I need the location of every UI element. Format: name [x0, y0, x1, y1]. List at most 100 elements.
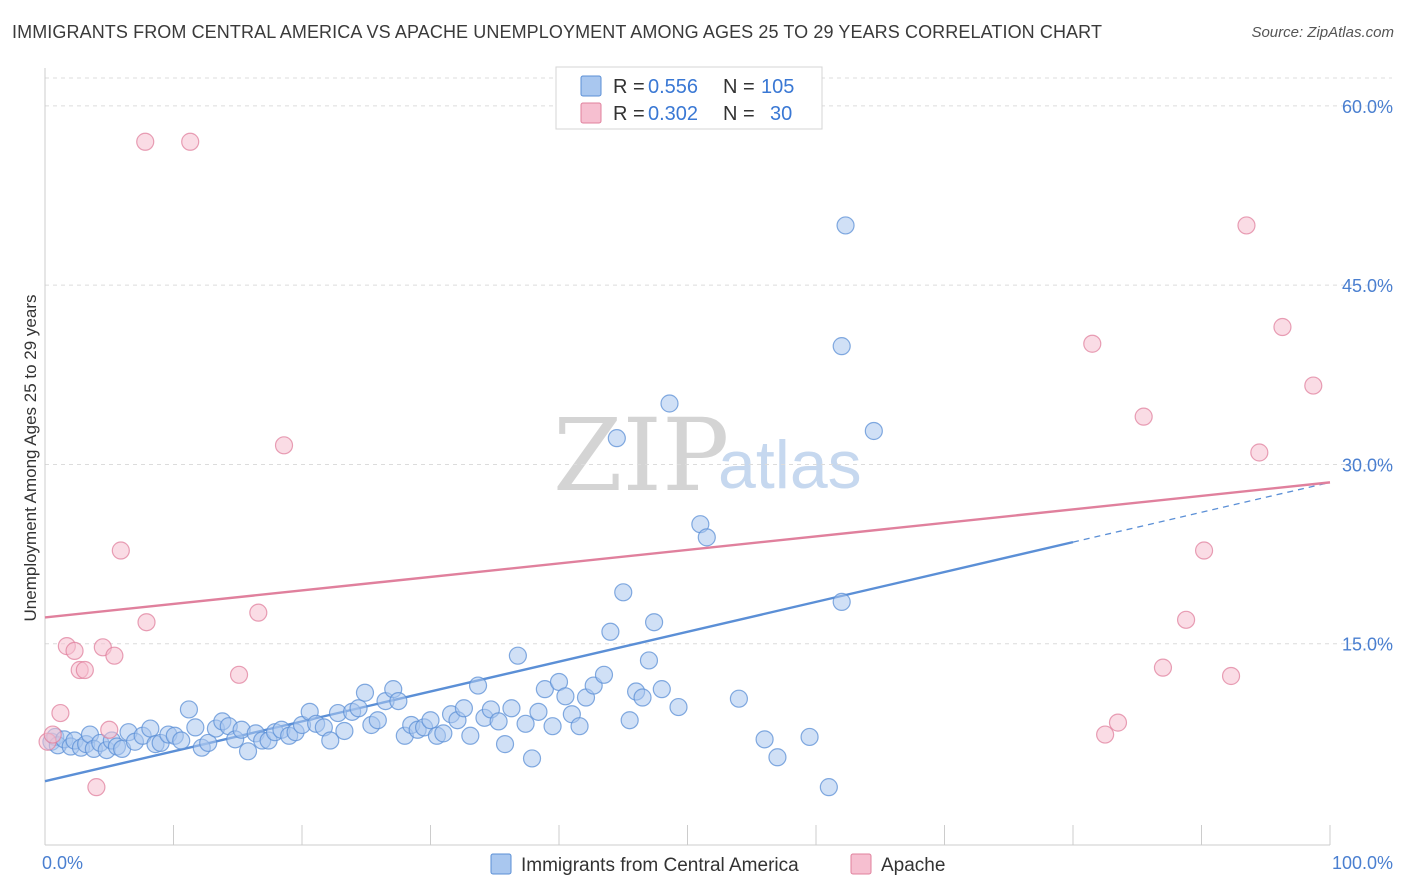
legend-box: R = 0.556 N = 105 R = 0.302 N = 30 — [555, 66, 823, 130]
legend-r-value: 0.556 — [648, 76, 698, 98]
point-apache — [274, 436, 294, 455]
point-apache — [1237, 216, 1256, 235]
point-apache — [105, 646, 124, 665]
point-immigrants — [755, 730, 774, 749]
point-immigrants — [522, 749, 542, 768]
point-immigrants — [355, 683, 375, 702]
point-apache — [229, 665, 249, 684]
source-credit: Source: ZipAtlas.com — [1251, 24, 1394, 41]
legend-swatch-pink — [580, 102, 602, 124]
point-immigrants — [607, 429, 626, 448]
point-immigrants — [768, 748, 787, 767]
grid-lines — [45, 77, 1392, 645]
point-immigrants — [454, 699, 474, 718]
point-apache — [181, 132, 200, 151]
point-immigrants — [502, 699, 521, 718]
point-immigrants — [238, 742, 258, 761]
point-apache — [1134, 407, 1153, 426]
point-apache — [1250, 443, 1269, 462]
watermark-zip: ZIP — [553, 397, 729, 514]
point-apache — [65, 641, 84, 660]
point-apache — [87, 778, 106, 797]
point-immigrants — [199, 733, 218, 753]
y-tick-label: 15.0% — [1342, 635, 1393, 655]
point-apache — [111, 541, 130, 560]
bottom-legend-swatch-blue — [490, 853, 512, 875]
legend-r-label: R = — [613, 103, 645, 125]
point-apache — [1194, 541, 1214, 560]
point-apache — [1176, 610, 1196, 629]
point-immigrants — [614, 583, 633, 602]
bottom-legend-label-apache: Apache — [881, 855, 945, 876]
data-points — [38, 106, 1323, 797]
point-immigrants — [535, 680, 554, 699]
y-tick-label: 30.0% — [1342, 455, 1393, 475]
point-apache — [1304, 376, 1323, 395]
legend-n-value: 105 — [761, 76, 794, 98]
point-immigrants — [697, 528, 716, 547]
watermark-atlas: atlas — [718, 427, 862, 503]
point-immigrants — [639, 651, 659, 670]
point-apache — [136, 132, 155, 151]
point-immigrants — [669, 697, 688, 717]
point-apache — [1108, 713, 1128, 732]
point-immigrants — [389, 691, 408, 711]
point-immigrants — [461, 726, 480, 745]
legend-n-value: 30 — [770, 103, 792, 125]
trend-line-immigrants-extension — [1072, 481, 1331, 543]
point-immigrants — [594, 665, 614, 684]
chart-title: IMMIGRANTS FROM CENTRAL AMERICA VS APACH… — [12, 22, 1103, 42]
point-apache — [1083, 334, 1102, 353]
point-immigrants — [556, 687, 575, 706]
point-immigrants — [652, 680, 671, 699]
point-immigrants — [489, 712, 508, 731]
y-tick-label: 60.0% — [1342, 97, 1393, 117]
point-immigrants — [529, 702, 548, 721]
point-apache — [75, 660, 94, 680]
point-immigrants — [349, 699, 368, 718]
x-tick-label: 0.0% — [42, 853, 83, 873]
y-tick-label: 45.0% — [1342, 276, 1393, 296]
point-immigrants — [832, 592, 851, 611]
point-immigrants — [368, 711, 387, 730]
point-immigrants — [141, 719, 160, 738]
point-immigrants — [186, 718, 205, 737]
point-immigrants — [495, 735, 515, 754]
point-immigrants — [832, 337, 851, 356]
point-apache — [100, 720, 119, 739]
point-immigrants — [508, 646, 527, 665]
bottom-legend-swatch-pink — [850, 853, 872, 875]
point-immigrants — [421, 711, 440, 730]
point-apache — [43, 725, 62, 744]
y-axis-label: Unemployment Among Ages 25 to 29 years — [21, 295, 40, 622]
point-immigrants — [601, 622, 620, 641]
trend-line-apache — [44, 481, 1331, 619]
point-immigrants — [570, 717, 589, 736]
x-tick-label: 100.0% — [1332, 853, 1393, 873]
point-immigrants — [335, 721, 354, 741]
point-immigrants — [620, 711, 639, 730]
point-apache — [51, 703, 70, 723]
point-immigrants — [633, 688, 652, 707]
point-immigrants — [543, 717, 562, 736]
legend-swatch-blue — [580, 75, 602, 97]
point-immigrants — [179, 700, 199, 719]
point-immigrants — [321, 731, 340, 750]
legend-r-label: R = — [613, 76, 645, 98]
point-apache — [1096, 725, 1115, 744]
x-tick-labels: 0.0% 100.0% — [42, 853, 1393, 873]
bottom-legend: Immigrants from Central America Apache — [490, 853, 945, 876]
point-immigrants — [836, 216, 855, 235]
legend-n-label: N = — [723, 103, 755, 125]
point-immigrants — [644, 613, 664, 632]
point-immigrants — [516, 714, 535, 733]
bottom-legend-label-immigrants: Immigrants from Central America — [521, 855, 799, 876]
point-immigrants — [468, 676, 488, 695]
point-apache — [249, 603, 268, 622]
y-tick-labels: 15.0% 30.0% 45.0% 60.0% — [1342, 97, 1393, 655]
point-apache — [1273, 317, 1292, 337]
point-immigrants — [434, 724, 453, 743]
point-apache — [137, 613, 156, 632]
legend-r-value: 0.302 — [648, 103, 698, 125]
